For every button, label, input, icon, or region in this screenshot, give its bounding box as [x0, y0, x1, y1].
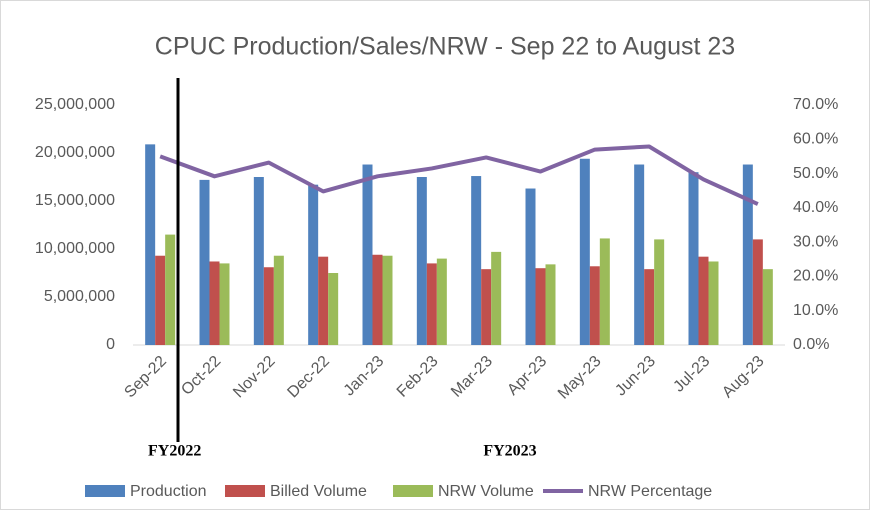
- legend-swatch: [225, 485, 265, 497]
- y2-tick-label: 50.0%: [793, 165, 838, 182]
- bar: [579, 158, 590, 345]
- y-tick-label: 15,000,000: [35, 192, 115, 209]
- bar: [589, 266, 600, 345]
- legend-label: NRW Volume: [438, 483, 534, 500]
- chart-title: CPUC Production/Sales/NRW - Sep 22 to Au…: [155, 33, 735, 61]
- y-tick-label: 5,000,000: [44, 288, 115, 305]
- y2-tick-label: 60.0%: [793, 131, 838, 148]
- legend-swatch: [393, 485, 433, 497]
- bar: [491, 251, 502, 345]
- bar: [199, 179, 210, 345]
- bar: [698, 256, 709, 345]
- y2-tick-label: 40.0%: [793, 199, 838, 216]
- legend-label: Production: [130, 483, 207, 500]
- bar: [273, 255, 284, 345]
- bar: [599, 238, 610, 345]
- legend-label: Billed Volume: [270, 483, 367, 500]
- bar: [362, 164, 373, 345]
- y-tick-label: 0: [106, 336, 115, 353]
- bar: [654, 239, 665, 345]
- line: [159, 144, 759, 206]
- bar: [742, 164, 753, 345]
- bar: [382, 255, 393, 345]
- y-tick-label: 25,000,000: [35, 96, 115, 113]
- bar: [634, 164, 645, 345]
- y-tick-label: 10,000,000: [35, 240, 115, 257]
- bar: [318, 256, 329, 345]
- annotation: FY2022: [148, 443, 201, 460]
- bar: [372, 254, 383, 345]
- legend-label: NRW Percentage: [588, 483, 712, 500]
- bar: [762, 269, 773, 345]
- bar: [535, 268, 546, 345]
- bar: [708, 261, 719, 345]
- bar: [688, 172, 699, 345]
- bar: [209, 261, 220, 345]
- bar: [308, 184, 319, 345]
- y2-tick-label: 10.0%: [793, 302, 838, 319]
- legend-swatch: [85, 485, 125, 497]
- bar: [644, 269, 655, 345]
- y-tick-label: 20,000,000: [35, 144, 115, 161]
- bar: [525, 188, 536, 345]
- bar: [752, 239, 763, 345]
- bar: [481, 269, 492, 345]
- y2-tick-label: 70.0%: [793, 96, 838, 113]
- bar: [253, 177, 264, 345]
- bar: [328, 273, 339, 345]
- bar: [545, 264, 556, 345]
- bar: [165, 234, 176, 345]
- bar: [436, 258, 447, 345]
- annotation: FY2023: [483, 443, 536, 460]
- bar: [155, 255, 166, 345]
- y2-tick-label: 30.0%: [793, 233, 838, 250]
- bar: [471, 176, 482, 345]
- y2-tick-label: 0.0%: [793, 336, 829, 353]
- bar: [263, 267, 274, 345]
- bar: [145, 144, 156, 345]
- bar: [219, 263, 230, 345]
- bar: [416, 177, 427, 345]
- bar: [426, 263, 437, 345]
- y2-tick-label: 20.0%: [793, 268, 838, 285]
